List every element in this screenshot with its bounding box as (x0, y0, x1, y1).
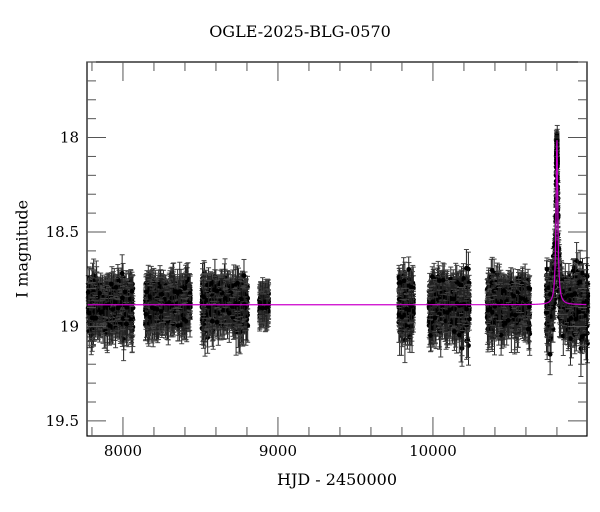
model-curve-layer (87, 140, 587, 306)
y-tick-labels: 18 18.5 19 19.5 (46, 129, 79, 430)
y-tick-label: 18.5 (46, 223, 79, 241)
x-tick-labels: 8000 9000 10000 (104, 442, 457, 460)
x-tick-label: 8000 (104, 442, 142, 460)
x-axis-label: HJD - 2450000 (276, 470, 398, 489)
y-tick-label: 19 (60, 317, 79, 335)
y-tick-label: 19.5 (46, 412, 79, 430)
chart-title: OGLE-2025-BLG-0570 (209, 22, 391, 41)
y-tick-label: 18 (60, 129, 79, 147)
x-tick-label: 10000 (409, 442, 457, 460)
y-axis-label: I magnitude (12, 199, 32, 299)
data-points-layer (85, 124, 591, 377)
axes-frame (86, 61, 588, 437)
x-tick-label: 9000 (259, 442, 297, 460)
